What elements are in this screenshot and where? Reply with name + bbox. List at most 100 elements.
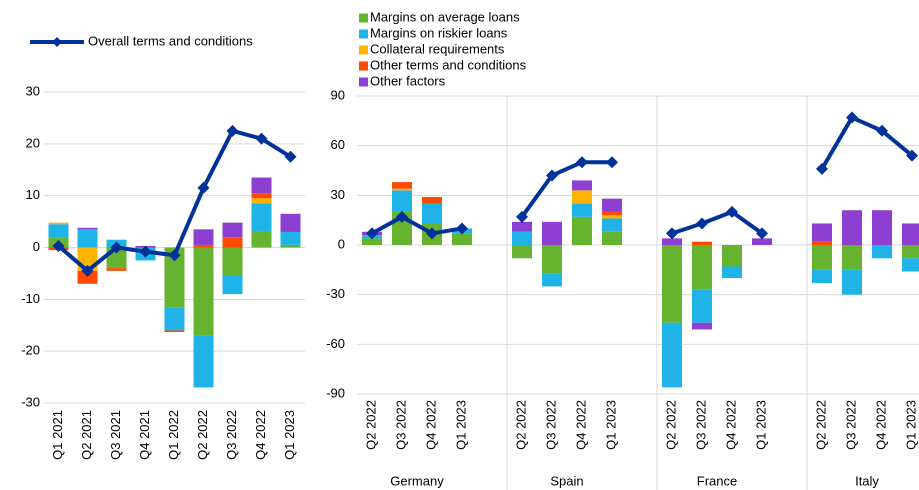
bar-segment — [572, 203, 592, 217]
bar-segment — [542, 245, 562, 274]
bar-segment — [392, 190, 412, 212]
bar-segment — [752, 238, 772, 245]
group-label: Italy — [855, 473, 879, 488]
bar-segment — [251, 231, 272, 248]
bar-segment — [193, 335, 214, 388]
bar-segment — [872, 210, 892, 245]
x-tick-label: Q1 2023 — [903, 400, 918, 450]
legend-label: Collateral requirements — [370, 41, 505, 56]
bar-segment — [164, 330, 185, 332]
line-marker — [666, 227, 678, 240]
line-marker — [696, 217, 708, 230]
line-marker — [426, 227, 438, 240]
bar-segment — [452, 233, 472, 245]
bar-segment — [392, 182, 412, 189]
bar-segment — [542, 273, 562, 287]
legend-marker — [52, 37, 62, 47]
legend-swatch — [359, 13, 368, 23]
bar-segment — [692, 289, 712, 323]
x-tick-label: Q3 2022 — [843, 400, 858, 450]
legend-swatch — [359, 29, 368, 39]
x-tick-label: Q3 2022 — [543, 400, 558, 450]
line-marker — [756, 227, 768, 240]
bar-segment — [572, 180, 592, 191]
bar-segment — [812, 269, 832, 284]
line — [520, 160, 612, 219]
line-marker — [168, 249, 181, 262]
x-tick-label: Q1 2023 — [453, 400, 468, 450]
y-tick-label: -30 — [326, 286, 345, 301]
y-tick-label: -20 — [21, 343, 40, 358]
bar-segment — [77, 270, 98, 284]
x-tick-label: Q4 2022 — [573, 400, 588, 450]
legend-label: Margins on average loans — [370, 9, 520, 24]
bar-segment — [251, 177, 272, 194]
bar-segment — [512, 221, 532, 232]
x-tick-label: Q2 2022 — [363, 400, 378, 450]
x-tick-label: Q1 2023 — [282, 410, 297, 460]
x-tick-label: Q2 2022 — [513, 400, 528, 450]
legend-swatch — [359, 77, 368, 87]
bar-segment — [572, 190, 592, 204]
legend-swatch — [359, 61, 368, 71]
bar-segment — [902, 245, 919, 259]
x-tick-label: Q4 2022 — [873, 400, 888, 450]
bar-segment — [872, 245, 892, 259]
bar-segment — [222, 222, 243, 238]
group-label: France — [697, 473, 737, 488]
x-tick-label: Q2 2022 — [813, 400, 828, 450]
x-tick-label: Q2 2022 — [195, 410, 210, 460]
bar-segment — [280, 213, 301, 232]
line-marker — [726, 205, 738, 218]
line-marker — [366, 227, 378, 240]
line-marker — [876, 124, 888, 137]
bar-segment — [251, 198, 272, 204]
line — [820, 115, 914, 170]
bar-segment — [48, 224, 69, 238]
x-tick-label: Q1 2021 — [50, 410, 65, 460]
bar-segment — [572, 216, 592, 245]
bar-segment — [602, 215, 622, 219]
bar-segment — [512, 245, 532, 259]
y-tick-label: 0 — [33, 239, 40, 254]
line-marker — [816, 162, 828, 175]
x-tick-label: Q4 2022 — [423, 400, 438, 450]
line-marker — [284, 150, 297, 163]
bar-segment — [842, 269, 862, 295]
line-marker — [139, 245, 152, 258]
bar-segment — [542, 221, 562, 245]
line-marker — [516, 210, 528, 223]
x-tick-label: Q1 2023 — [753, 400, 768, 450]
line-marker — [846, 111, 858, 124]
line-marker — [456, 222, 468, 235]
line — [671, 209, 764, 236]
group-label: Germany — [390, 473, 444, 488]
line-marker — [81, 264, 94, 277]
legend-label: Other terms and conditions — [370, 57, 527, 72]
legend-label: Margins on riskier loans — [370, 25, 508, 40]
line — [371, 214, 463, 236]
bar-segment — [222, 276, 243, 295]
bar-segment — [251, 203, 272, 232]
bar-segment — [48, 222, 69, 225]
bar-segment — [222, 237, 243, 248]
x-tick-label: Q3 2022 — [693, 400, 708, 450]
line-marker — [52, 239, 65, 252]
bar-segment — [662, 322, 682, 388]
y-tick-label: 90 — [331, 87, 345, 102]
bar-segment — [222, 247, 243, 277]
y-tick-label: 30 — [331, 187, 345, 202]
bar-segment — [692, 245, 712, 290]
bar-segment — [812, 245, 832, 270]
y-tick-label: -60 — [326, 336, 345, 351]
line-marker — [906, 149, 918, 162]
bar-segment — [164, 307, 185, 331]
x-tick-label: Q4 2021 — [137, 410, 152, 460]
x-tick-label: Q4 2022 — [253, 410, 268, 460]
line-marker — [576, 156, 588, 169]
bar-segment — [512, 231, 532, 245]
y-tick-label: 10 — [26, 187, 40, 202]
bar-segment — [692, 241, 712, 245]
bar-segment — [280, 231, 301, 245]
